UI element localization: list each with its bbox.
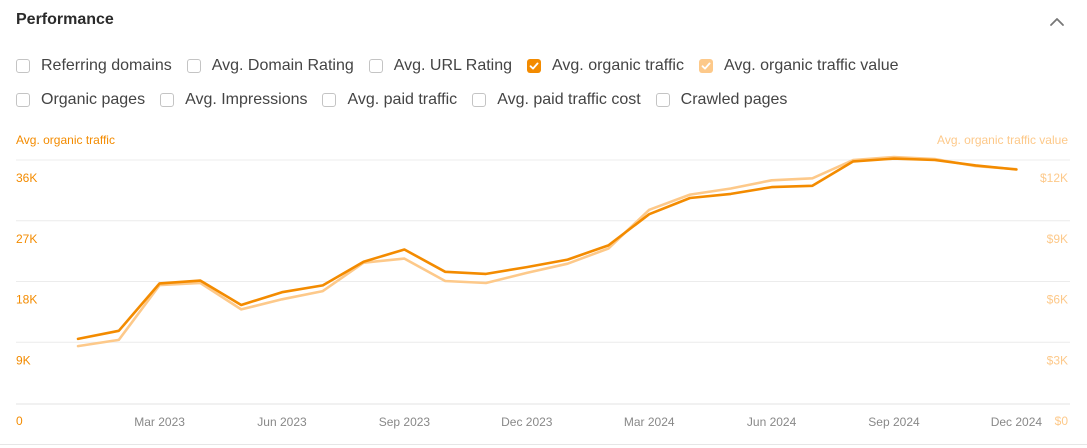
metric-options-row-1: Referring domains Avg. Domain Rating Avg. … bbox=[16, 57, 914, 75]
series-line-avg-organic-traffic bbox=[76, 157, 1018, 341]
metric-option-referring-domains[interactable]: Referring domains bbox=[16, 57, 172, 75]
metric-option-label: Avg. URL Rating bbox=[393, 57, 513, 74]
checkbox-icon[interactable] bbox=[368, 59, 383, 73]
checkbox-icon[interactable] bbox=[655, 93, 670, 107]
checkbox-icon[interactable] bbox=[16, 59, 30, 73]
metric-option-organic-pages[interactable]: Organic pages bbox=[16, 91, 145, 109]
left-tick-label: 0 bbox=[16, 414, 23, 428]
metric-option-crawled-pages[interactable]: Crawled pages bbox=[655, 91, 788, 109]
left-tick-label: 36K bbox=[16, 171, 37, 185]
metric-option-label: Referring domains bbox=[41, 57, 172, 74]
metric-option-label: Avg. organic traffic bbox=[552, 57, 684, 74]
x-tick-label: Jun 2023 bbox=[257, 415, 307, 429]
metric-option-avg-paid-traffic[interactable]: Avg. paid traffic bbox=[322, 91, 457, 109]
checkbox-checked-icon[interactable] bbox=[698, 59, 713, 73]
checkbox-icon[interactable] bbox=[160, 93, 175, 107]
checkbox-icon[interactable] bbox=[16, 93, 30, 107]
metric-option-label: Organic pages bbox=[41, 91, 146, 108]
metric-option-avg-paid-traffic-cost[interactable]: Avg. paid traffic cost bbox=[472, 91, 641, 109]
x-tick-label: Sep 2024 bbox=[868, 415, 920, 429]
metric-option-label: Avg. paid traffic cost bbox=[497, 91, 641, 108]
metric-option-label: Avg. Domain Rating bbox=[211, 57, 354, 74]
metric-option-label: Avg. paid traffic bbox=[347, 91, 458, 108]
right-tick-label: $9K bbox=[1047, 232, 1068, 246]
right-axis-title: Avg. organic traffic value bbox=[937, 133, 1068, 147]
metric-option-label: Avg. Impressions bbox=[185, 91, 308, 108]
metric-option-label: Avg. organic traffic value bbox=[723, 57, 899, 74]
right-tick-label: $0 bbox=[1055, 414, 1069, 428]
checkbox-icon[interactable] bbox=[186, 59, 201, 73]
panel-title: Performance bbox=[16, 11, 114, 28]
series-line-avg-organic-traffic-value bbox=[76, 155, 1018, 348]
right-tick-label: $12K bbox=[1040, 171, 1068, 185]
metric-option-label: Crawled pages bbox=[680, 91, 788, 108]
checkbox-checked-icon[interactable] bbox=[527, 59, 542, 73]
x-tick-label: Mar 2023 bbox=[134, 415, 185, 429]
chevron-up-icon[interactable] bbox=[1047, 12, 1067, 32]
panel-bottom-divider bbox=[0, 444, 1087, 445]
left-tick-label: 27K bbox=[16, 232, 37, 246]
x-tick-label: Sep 2023 bbox=[379, 415, 431, 429]
metric-options-row-2: Organic pages Avg. Impressions Avg. paid t… bbox=[16, 91, 802, 109]
left-tick-label: 18K bbox=[16, 293, 37, 307]
metric-option-avg-url-rating[interactable]: Avg. URL Rating bbox=[368, 57, 513, 75]
metric-option-avg-impressions[interactable]: Avg. Impressions bbox=[160, 91, 307, 109]
right-tick-label: $3K bbox=[1047, 353, 1068, 367]
x-tick-label: Mar 2024 bbox=[624, 415, 675, 429]
left-tick-label: 9K bbox=[16, 353, 31, 367]
metric-option-avg-organic-traffic-value[interactable]: Avg. organic traffic value bbox=[698, 57, 899, 75]
checkbox-icon[interactable] bbox=[472, 93, 487, 107]
x-tick-label: Jun 2024 bbox=[747, 415, 797, 429]
metric-option-avg-organic-traffic[interactable]: Avg. organic traffic bbox=[527, 57, 684, 75]
left-axis-title: Avg. organic traffic bbox=[16, 133, 115, 147]
right-tick-label: $6K bbox=[1047, 293, 1068, 307]
x-tick-label: Dec 2024 bbox=[991, 415, 1043, 429]
metric-option-avg-domain-rating[interactable]: Avg. Domain Rating bbox=[186, 57, 354, 75]
checkbox-icon[interactable] bbox=[322, 93, 337, 107]
x-tick-label: Dec 2023 bbox=[501, 415, 553, 429]
